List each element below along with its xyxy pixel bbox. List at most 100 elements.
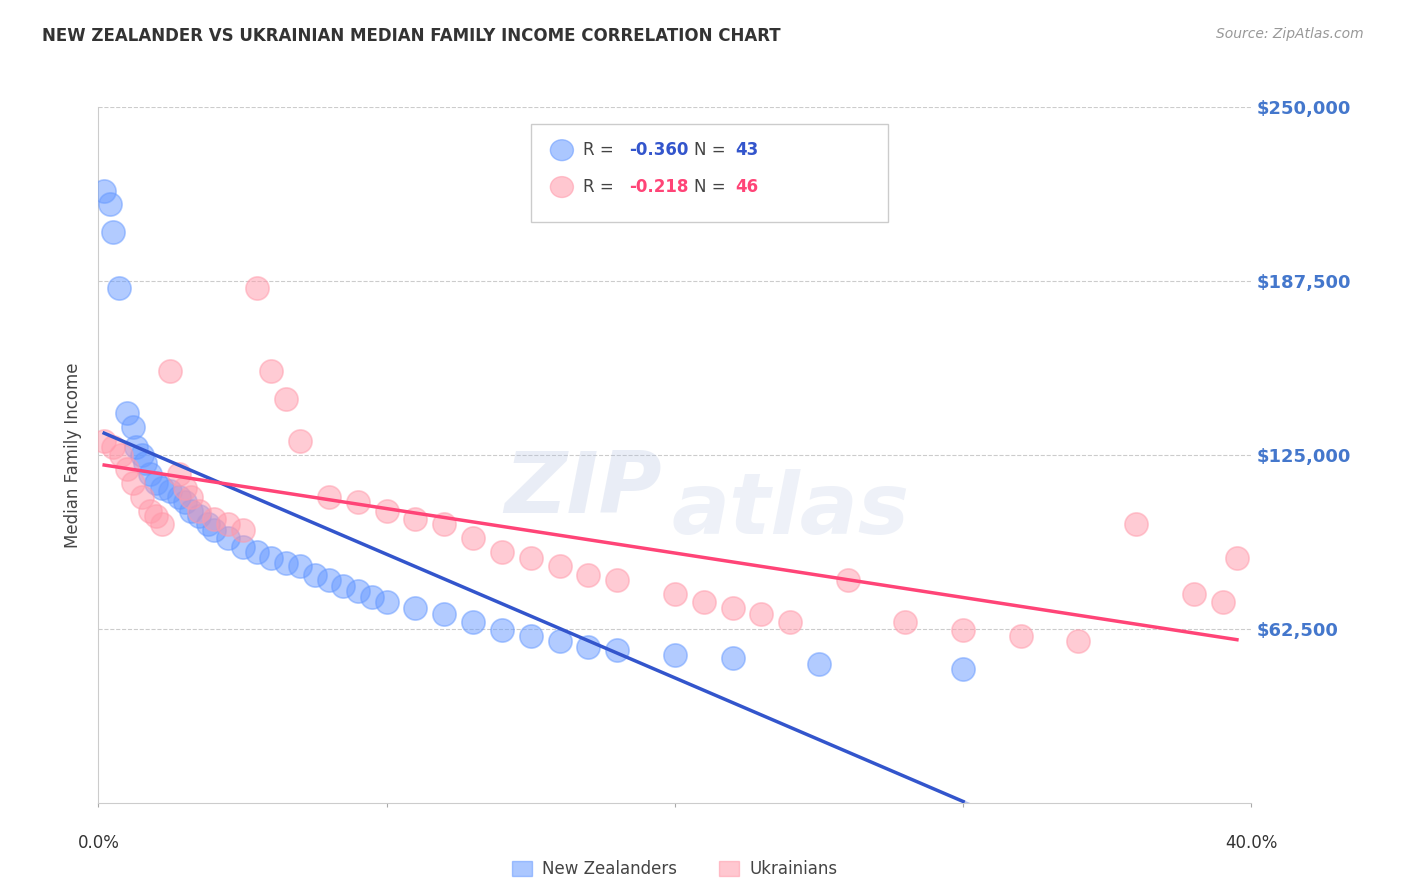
Text: R =: R = bbox=[582, 178, 619, 196]
Point bbox=[1125, 517, 1147, 532]
Point bbox=[217, 517, 239, 532]
Point bbox=[131, 448, 153, 462]
Point bbox=[110, 448, 132, 462]
Point bbox=[231, 523, 254, 537]
Text: R =: R = bbox=[582, 141, 619, 159]
Point bbox=[174, 481, 197, 495]
Point bbox=[461, 615, 484, 629]
Ellipse shape bbox=[550, 177, 574, 197]
Point bbox=[107, 281, 129, 295]
Text: -0.218: -0.218 bbox=[628, 178, 688, 196]
Point bbox=[405, 601, 427, 615]
Point bbox=[274, 557, 297, 571]
Point bbox=[578, 567, 600, 582]
Point bbox=[375, 503, 398, 517]
Point bbox=[1067, 634, 1090, 648]
Point bbox=[93, 184, 115, 198]
Point bbox=[318, 573, 340, 587]
Point bbox=[894, 615, 917, 629]
Point bbox=[751, 607, 773, 621]
Point bbox=[197, 517, 219, 532]
Point bbox=[180, 490, 202, 504]
Point bbox=[167, 467, 190, 482]
Point bbox=[217, 532, 239, 546]
Point bbox=[433, 607, 456, 621]
Point bbox=[1010, 629, 1032, 643]
Legend: New Zealanders, Ukrainians: New Zealanders, Ukrainians bbox=[506, 854, 844, 885]
Point bbox=[491, 545, 513, 559]
Point bbox=[548, 559, 571, 574]
Point bbox=[520, 550, 543, 565]
Point bbox=[246, 545, 269, 559]
Point bbox=[461, 532, 484, 546]
Point bbox=[174, 495, 197, 509]
Point bbox=[101, 440, 124, 454]
Point bbox=[721, 601, 744, 615]
Point bbox=[131, 490, 153, 504]
Ellipse shape bbox=[550, 140, 574, 161]
Text: N =: N = bbox=[695, 141, 731, 159]
Point bbox=[122, 420, 145, 434]
Point bbox=[93, 434, 115, 448]
Text: ZIP: ZIP bbox=[503, 448, 661, 532]
Point bbox=[180, 503, 202, 517]
Point bbox=[1182, 587, 1205, 601]
Point bbox=[405, 512, 427, 526]
Text: Source: ZipAtlas.com: Source: ZipAtlas.com bbox=[1216, 27, 1364, 41]
Text: 40.0%: 40.0% bbox=[1225, 834, 1278, 852]
Point bbox=[491, 624, 513, 638]
Point bbox=[231, 540, 254, 554]
Point bbox=[952, 662, 974, 676]
Point bbox=[188, 509, 211, 524]
Point bbox=[779, 615, 801, 629]
Point bbox=[318, 490, 340, 504]
Point bbox=[274, 392, 297, 407]
Point bbox=[290, 434, 312, 448]
Point bbox=[150, 481, 173, 495]
Point bbox=[548, 634, 571, 648]
Point bbox=[98, 197, 121, 211]
Text: N =: N = bbox=[695, 178, 731, 196]
Point bbox=[693, 595, 716, 609]
Point bbox=[304, 567, 326, 582]
Point bbox=[159, 364, 181, 378]
FancyBboxPatch shape bbox=[531, 124, 889, 222]
Text: 46: 46 bbox=[735, 178, 758, 196]
Point bbox=[101, 225, 124, 239]
Point bbox=[188, 503, 211, 517]
Point bbox=[202, 512, 225, 526]
Point bbox=[520, 629, 543, 643]
Point bbox=[952, 624, 974, 638]
Point bbox=[346, 584, 368, 599]
Point bbox=[150, 517, 173, 532]
Point bbox=[202, 523, 225, 537]
Point bbox=[807, 657, 830, 671]
Point bbox=[246, 281, 269, 295]
Point bbox=[125, 440, 148, 454]
Point bbox=[145, 509, 167, 524]
Point bbox=[134, 456, 156, 470]
Point bbox=[721, 651, 744, 665]
Point bbox=[145, 475, 167, 490]
Point bbox=[837, 573, 859, 587]
Point bbox=[139, 503, 162, 517]
Point bbox=[361, 590, 384, 604]
Point bbox=[117, 406, 139, 420]
Text: -0.360: -0.360 bbox=[628, 141, 688, 159]
Point bbox=[332, 579, 354, 593]
Point bbox=[578, 640, 600, 654]
Point bbox=[122, 475, 145, 490]
Point bbox=[606, 573, 628, 587]
Point bbox=[664, 587, 686, 601]
Point bbox=[167, 490, 190, 504]
Point bbox=[1212, 595, 1234, 609]
Point bbox=[346, 495, 368, 509]
Point bbox=[1226, 550, 1249, 565]
Point bbox=[159, 484, 181, 499]
Point bbox=[290, 559, 312, 574]
Point bbox=[664, 648, 686, 663]
Text: atlas: atlas bbox=[671, 469, 910, 552]
Point bbox=[260, 550, 283, 565]
Point bbox=[433, 517, 456, 532]
Text: 0.0%: 0.0% bbox=[77, 834, 120, 852]
